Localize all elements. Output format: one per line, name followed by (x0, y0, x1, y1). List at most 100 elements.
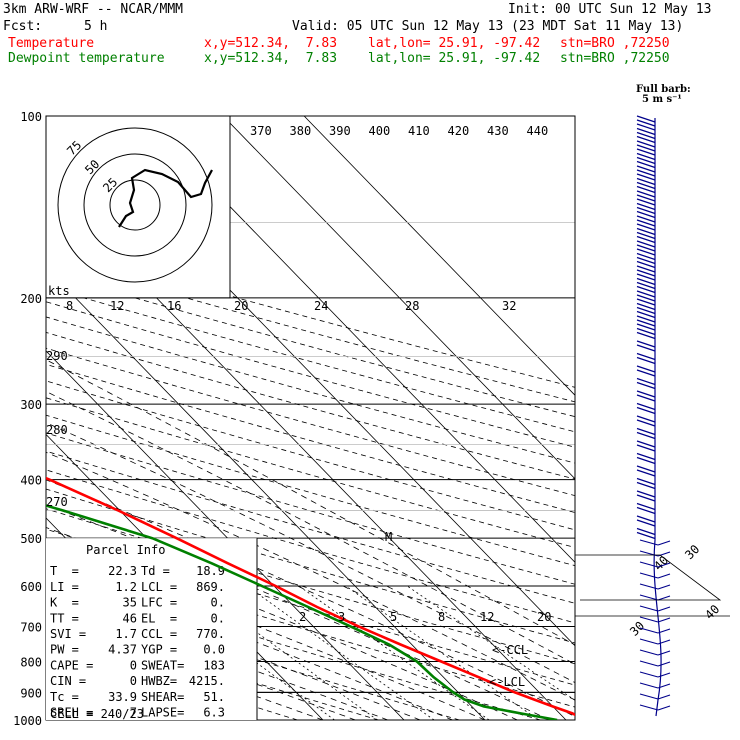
parcel-stat-value: 0.0 (203, 643, 225, 657)
wind-barb (636, 127, 656, 136)
wind-barb (636, 340, 656, 348)
wind-barb (636, 306, 656, 315)
pressure-tick-label: 1000 (13, 714, 42, 728)
moist-adiabat-line (46, 390, 575, 665)
init-time: Init: 00 UTC Sun 12 May 13 (508, 2, 712, 17)
wind-barb (657, 573, 671, 579)
wind-barb (636, 415, 656, 423)
parcel-stat-name: EL = (141, 611, 177, 625)
ccl-annotation: <-CCL (492, 643, 528, 657)
parcel-stat-value: 33.9 (108, 690, 137, 704)
mixing-ratio-line (298, 585, 490, 720)
wind-barb (636, 294, 656, 302)
wind-barb (636, 223, 656, 231)
theta-label: 440 (527, 124, 549, 138)
wind-barb (639, 682, 659, 689)
wind-barb (657, 584, 671, 590)
wind-barb (636, 144, 656, 152)
wind-barb (636, 148, 656, 156)
wind-barb (636, 365, 656, 373)
parcel-stat-value: 869. (196, 580, 225, 594)
wind-barb (636, 506, 656, 515)
wind-barb (636, 227, 656, 236)
wind-barb (636, 319, 656, 327)
wind-barb (636, 394, 656, 402)
wind-barb (636, 527, 656, 536)
wind-barb (636, 444, 656, 452)
wind-barb (636, 231, 656, 240)
wind-barb (639, 649, 659, 656)
wind-barb (639, 594, 659, 601)
parcel-cell-motion: CELL = 240/23 (50, 707, 144, 721)
wind-barb (636, 315, 656, 323)
forecast-hours: 5 h (84, 19, 108, 34)
wind-barb (636, 477, 656, 486)
parcel-stat-name: SVI = (50, 627, 86, 641)
wind-barb (657, 595, 671, 601)
parcel-stat-value: 6.3 (203, 705, 225, 719)
wind-barb (636, 494, 656, 502)
theta-label: 410 (408, 124, 430, 138)
parcel-stat-value: 0. (211, 596, 225, 610)
parcel-stat-name: PW = (50, 643, 79, 657)
wind-barb (636, 265, 656, 273)
mixing-ratio-label: 20 (537, 610, 551, 624)
parcel-stat-name: LI = (50, 580, 79, 594)
dewpoint-legend-name: Dewpoint temperature (8, 51, 165, 66)
parcel-stat-name: CCL = (141, 627, 177, 641)
dewpoint-legend-latlon: lat,lon= 25.91, -97.42 (368, 51, 541, 66)
wind-barb (636, 140, 656, 148)
temperature-legend-station: stn=BRO ,72250 (560, 36, 670, 51)
wind-barb (636, 352, 656, 361)
parcel-stat-value: 4.37 (108, 643, 137, 657)
wind-barb (636, 431, 656, 440)
parcel-stat-name: CIN = (50, 674, 86, 688)
pressure-tick-label: 400 (20, 474, 42, 488)
parcel-stat-value: 35 (123, 596, 137, 610)
hodograph-ring (57, 127, 213, 283)
wind-barb (636, 456, 656, 465)
wind-barb (636, 244, 656, 252)
wind-barb (639, 583, 659, 590)
wind-barb (636, 252, 656, 261)
wind-barb (636, 427, 656, 436)
wind-barb (636, 440, 656, 448)
parcel-stat-value: 18.9 (196, 564, 225, 578)
wind-barb (636, 260, 656, 269)
parcel-stat-name: HWBZ= (141, 674, 177, 688)
barb-staff-column (653, 539, 662, 717)
wind-barb (636, 298, 656, 306)
wind-barb (636, 281, 656, 290)
wind-barb (636, 502, 656, 511)
wind-barb (636, 156, 656, 165)
wind-barb (636, 115, 656, 123)
parcel-stat-name: SREH = (50, 705, 93, 719)
wind-barb (636, 210, 656, 219)
wind-barb (636, 452, 656, 461)
wind-barb (657, 540, 671, 546)
isotherm-line (222, 116, 575, 480)
wind-barb (639, 627, 659, 634)
parcel-stat-name: SHEAR= (141, 690, 184, 704)
theta-label: 420 (448, 124, 470, 138)
wind-barb (636, 160, 656, 169)
wind-barb (636, 323, 656, 331)
isotherm-line (46, 350, 405, 720)
wind-barb (636, 356, 656, 365)
wind-barb (639, 561, 659, 568)
lcl-annotation: <-LCL (489, 675, 525, 689)
theta-label: 400 (369, 124, 391, 138)
wind-barb (636, 481, 656, 490)
wind-barb (636, 219, 656, 227)
theta-label: 290 (46, 349, 68, 363)
theta-label: 380 (290, 124, 312, 138)
isotherm-label: 40 (702, 602, 722, 622)
melting-level-marker: M (385, 530, 392, 544)
parcel-stat-name: K = (50, 596, 79, 610)
wind-barb (636, 269, 656, 277)
wind-barb (636, 406, 656, 415)
parcel-stat-value: 0. (211, 611, 225, 625)
